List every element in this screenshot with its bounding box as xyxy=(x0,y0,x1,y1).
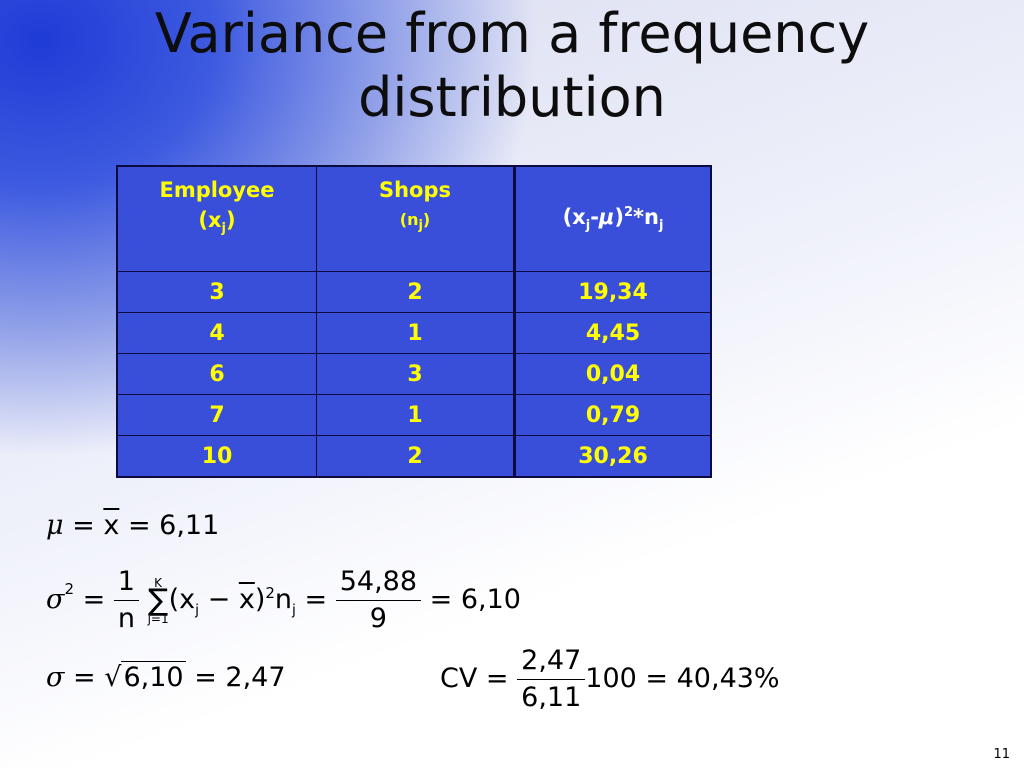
mean-value: 6,11 xyxy=(159,510,220,541)
x-bar: x xyxy=(103,510,120,541)
cv-label: CV xyxy=(440,663,478,694)
radicand: 6,10 xyxy=(121,661,186,693)
table-header-row: Employee (xj) Shops (nj) (xj-μ)2*nj xyxy=(116,165,712,272)
table-row: 10 2 30,26 xyxy=(116,435,712,478)
cell-deviation: 4,45 xyxy=(513,312,712,354)
square-exponent: 2 xyxy=(64,580,74,598)
equals-sign: = xyxy=(485,663,509,694)
table-row: 3 2 19,34 xyxy=(116,271,712,313)
table-row: 6 3 0,04 xyxy=(116,353,712,395)
cell-shops: 3 xyxy=(316,353,515,395)
multiplier: 100 xyxy=(585,663,637,694)
variance-formula: σ2 = 1 n K ∑ j=1 (xj − x)2nj = 54,88 9 =… xyxy=(46,564,521,637)
header-squared-deviation: (xj-μ)2*nj xyxy=(513,165,712,272)
equals-sign: = xyxy=(127,510,151,541)
fraction-denominator: 6,11 xyxy=(521,682,582,713)
fraction-numerator: 2,47 xyxy=(517,643,586,680)
equals-sign: = xyxy=(645,663,669,694)
summation: K ∑ j=1 xyxy=(148,576,169,626)
title-line-2: distribution xyxy=(358,66,666,129)
std-dev-value: 2,47 xyxy=(225,662,286,693)
equals-sign: = xyxy=(73,662,96,693)
cell-employee: 7 xyxy=(116,394,317,436)
cv-value: 40,43% xyxy=(676,663,780,694)
cell-shops: 2 xyxy=(316,435,515,478)
cell-employee: 4 xyxy=(116,312,317,354)
sum-over-n-fraction: 54,88 9 xyxy=(335,564,422,637)
header-deviation-formula: (xj-μ)2*nj xyxy=(562,204,664,234)
fraction-numerator: 54,88 xyxy=(335,564,422,601)
header-shops: Shops (nj) xyxy=(316,165,515,272)
fraction-numerator: 1 xyxy=(113,564,139,601)
summation-icon: ∑ xyxy=(147,582,169,618)
cv-formula: CV = 2,47 6,11 100 = 40,43% xyxy=(440,643,780,716)
mu-symbol: μ xyxy=(46,510,64,541)
frequency-table: Employee (xj) Shops (nj) (xj-μ)2*nj 3 2 … xyxy=(116,165,712,478)
fraction-denominator: n xyxy=(117,603,135,634)
table-row: 4 1 4,45 xyxy=(116,312,712,354)
cv-fraction: 2,47 6,11 xyxy=(517,643,586,716)
page-number: 11 xyxy=(993,747,1010,762)
slide-title: Variance from a frequency distribution xyxy=(0,2,1024,130)
cell-employee: 3 xyxy=(116,271,317,313)
cell-shops: 1 xyxy=(316,312,515,354)
mean-formula: μ = x = 6,11 xyxy=(46,510,219,541)
std-dev-formula: σ = √6,10 = 2,47 xyxy=(46,661,286,693)
square-root: √6,10 xyxy=(104,661,186,693)
header-shops-symbol: (nj) xyxy=(399,210,431,234)
sigma-symbol: σ xyxy=(46,662,65,693)
header-employee-label: Employee xyxy=(159,178,275,202)
sigma-symbol: σ xyxy=(46,584,65,615)
one-over-n-fraction: 1 n xyxy=(113,564,139,637)
header-shops-label: Shops xyxy=(378,178,452,202)
title-line-1: Variance from a frequency xyxy=(154,2,870,65)
cell-employee: 6 xyxy=(116,353,317,395)
cell-deviation: 30,26 xyxy=(513,435,712,478)
cell-shops: 1 xyxy=(316,394,515,436)
header-employee: Employee (xj) xyxy=(116,165,317,272)
cell-shops: 2 xyxy=(316,271,515,313)
summation-lower-limit: j=1 xyxy=(147,611,169,626)
fraction-denominator: 9 xyxy=(369,603,387,634)
equals-sign: = xyxy=(429,584,453,615)
cell-deviation: 0,79 xyxy=(513,394,712,436)
equals-sign: = xyxy=(72,510,95,541)
table-row: 7 1 0,79 xyxy=(116,394,712,436)
deviation-term: (xj − x)2nj xyxy=(168,584,296,619)
variance-value: 6,10 xyxy=(460,584,521,615)
cell-deviation: 0,04 xyxy=(513,353,712,395)
equals-sign: = xyxy=(194,662,217,693)
equals-sign: = xyxy=(304,584,328,615)
summation-upper-limit: K xyxy=(154,575,163,590)
equals-sign: = xyxy=(82,584,106,615)
cell-deviation: 19,34 xyxy=(513,271,712,313)
header-employee-symbol: (xj) xyxy=(198,208,236,237)
sqrt-icon: √ xyxy=(104,662,122,693)
cell-employee: 10 xyxy=(116,435,317,478)
